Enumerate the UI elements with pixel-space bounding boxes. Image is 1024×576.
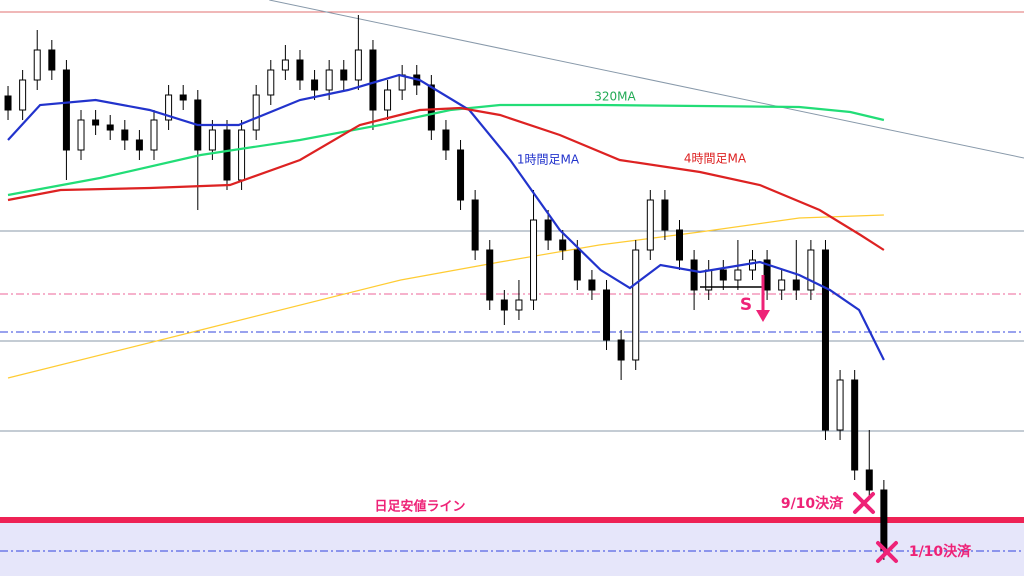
low-zone xyxy=(0,520,1024,576)
candle-body xyxy=(734,269,742,281)
candle-body xyxy=(121,129,129,141)
close-mark xyxy=(876,541,898,563)
close-mark xyxy=(853,492,875,514)
candle-body xyxy=(33,49,41,81)
sell-arrow-head xyxy=(756,310,770,322)
candle-body xyxy=(559,239,567,251)
ma-line xyxy=(7,214,884,379)
annotation: 日足安値ライン xyxy=(374,499,465,515)
candle-body xyxy=(515,299,523,311)
candle-body xyxy=(77,119,85,151)
candle-body xyxy=(252,94,260,131)
ma-line xyxy=(7,103,885,197)
candle-body xyxy=(267,69,275,96)
candle-body xyxy=(369,49,377,111)
candle-body xyxy=(48,49,56,71)
candle-body xyxy=(486,249,494,301)
candle-body xyxy=(588,279,596,291)
candle-body xyxy=(530,219,538,301)
candle-body xyxy=(340,69,348,81)
candle-body xyxy=(676,229,684,261)
candle-body xyxy=(4,95,12,111)
candle-body xyxy=(208,129,216,151)
candle-body xyxy=(880,489,888,551)
candle-body xyxy=(354,49,362,81)
candle-body xyxy=(457,149,465,201)
annotation: 1時間足MA xyxy=(517,153,580,167)
candle-body xyxy=(223,129,231,181)
annotation: 1/10決済 xyxy=(909,543,972,560)
candle-body xyxy=(500,299,508,311)
candle-body xyxy=(865,469,873,491)
candle-body xyxy=(836,379,844,431)
candle-body xyxy=(135,139,143,151)
candle-body xyxy=(311,79,319,91)
candle-body xyxy=(719,269,727,281)
candle-body xyxy=(646,199,654,251)
candle-body xyxy=(106,124,114,131)
candle-body xyxy=(150,119,158,151)
candle-body xyxy=(427,84,435,131)
ma-line xyxy=(7,73,885,361)
candle-body xyxy=(19,79,27,111)
ma-line xyxy=(7,106,885,251)
annotation: 4時間足MA xyxy=(684,152,747,166)
candle-body xyxy=(792,279,800,291)
candle-body xyxy=(442,129,450,151)
candle-body xyxy=(238,129,246,181)
annotation: 9/10決済 xyxy=(781,495,844,512)
candle-body xyxy=(617,339,625,361)
candle-body xyxy=(748,259,756,271)
candle-body xyxy=(165,94,173,121)
candle-body xyxy=(603,289,611,341)
candle-body xyxy=(179,94,187,101)
candle-body xyxy=(325,69,333,91)
candle-body xyxy=(544,219,552,241)
candle-body xyxy=(573,249,581,281)
candle-body xyxy=(821,249,829,431)
candle-body xyxy=(62,69,70,151)
annotation: S xyxy=(740,295,752,315)
annotation: 320MA xyxy=(594,90,636,104)
candle-body xyxy=(690,259,698,291)
candle-body xyxy=(471,199,479,251)
candle-body xyxy=(778,279,786,291)
candle-body xyxy=(632,249,640,361)
candle-body xyxy=(92,119,100,126)
trend-line xyxy=(269,0,1024,159)
candle-body xyxy=(807,249,815,291)
candle-body xyxy=(384,89,392,111)
candle-body xyxy=(296,59,304,81)
candle-body xyxy=(281,59,289,71)
candle-body xyxy=(851,379,859,471)
candle-body xyxy=(661,199,669,231)
